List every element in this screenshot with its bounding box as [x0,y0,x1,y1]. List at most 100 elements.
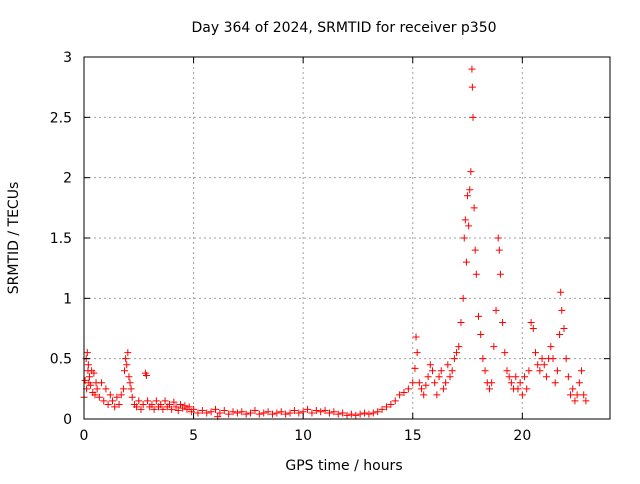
data-point [488,379,496,387]
data-point [185,403,193,411]
grid [84,57,610,419]
data-point [98,379,106,387]
data-point [150,405,158,413]
data-point [277,408,285,416]
data-point [207,408,215,416]
data-point [453,349,461,357]
data-point [352,411,360,419]
data-point [468,65,476,73]
data-point [85,373,93,381]
data-point [247,409,255,417]
data-point [90,369,98,377]
data-point [472,270,480,278]
data-point [468,83,476,91]
data-point [238,408,246,416]
data-point [295,409,303,417]
data-point [125,373,133,381]
data-point [334,410,342,418]
data-point [95,393,103,401]
data-point [137,405,145,413]
data-point [564,373,572,381]
data-point [580,391,588,399]
data-point [435,373,443,381]
data-point [536,367,544,375]
data-point [558,306,566,314]
y-axis-label: SRMTID / TECUs [6,182,22,295]
data-point [104,401,112,409]
data-point [499,318,507,326]
data-point [560,325,568,332]
data-point [212,405,219,413]
data-point [481,367,489,375]
data-point [123,361,131,369]
data-point [538,355,546,363]
data-point [459,294,467,302]
data-point [523,385,531,393]
data-point [378,405,386,413]
data-point [433,391,441,399]
data-point [282,410,290,418]
data-point [512,373,520,381]
data-point [317,408,325,416]
data-point [304,405,312,413]
data-point [203,409,211,417]
data-point [126,379,134,387]
y-tick-label: 2.5 [50,110,72,126]
data-point [521,373,529,381]
data-point [133,403,141,411]
data-point [490,343,498,351]
data-point [391,397,399,405]
y-tick-label: 2 [63,171,72,187]
x-tick-label: 20 [513,428,531,444]
data-point [216,409,224,417]
data-point [507,379,515,387]
data-point [462,258,470,266]
y-tick-label: 1 [63,291,72,307]
data-point [361,409,369,417]
data-point [115,401,123,409]
data-point [467,168,475,176]
data-point [461,216,469,224]
data-point [325,409,333,417]
data-point [496,270,504,278]
data-point [437,367,445,375]
data-point [492,306,500,314]
data-point [356,410,364,418]
data-point [290,407,298,415]
data-point [442,379,450,387]
data-point [124,349,132,357]
data-point [465,222,473,230]
data-point [91,391,99,399]
data-point [534,361,542,369]
data-point [469,113,477,121]
data-point [501,349,509,357]
data-point [556,331,564,339]
data-point [422,381,430,389]
data-point [426,361,434,369]
data-point [439,385,447,393]
data-point [431,379,439,387]
data-point [571,397,579,405]
data-point [139,401,147,409]
data-point [409,379,417,387]
data-point [582,397,590,405]
y-tick-label: 3 [63,50,72,66]
data-point [475,312,482,320]
data-point [575,379,583,387]
data-point [505,373,513,381]
x-tick-label: 10 [294,428,312,444]
data-point [190,405,198,413]
data-point [457,318,465,326]
data-point [268,410,276,418]
data-point [529,325,537,332]
data-point [113,393,121,401]
data-point [198,407,206,415]
data-point [479,355,487,363]
data-point [194,409,202,417]
data-point [347,410,355,418]
data-point [516,379,524,387]
data-point [549,355,557,363]
data-point [503,367,511,375]
data-point [450,355,458,363]
